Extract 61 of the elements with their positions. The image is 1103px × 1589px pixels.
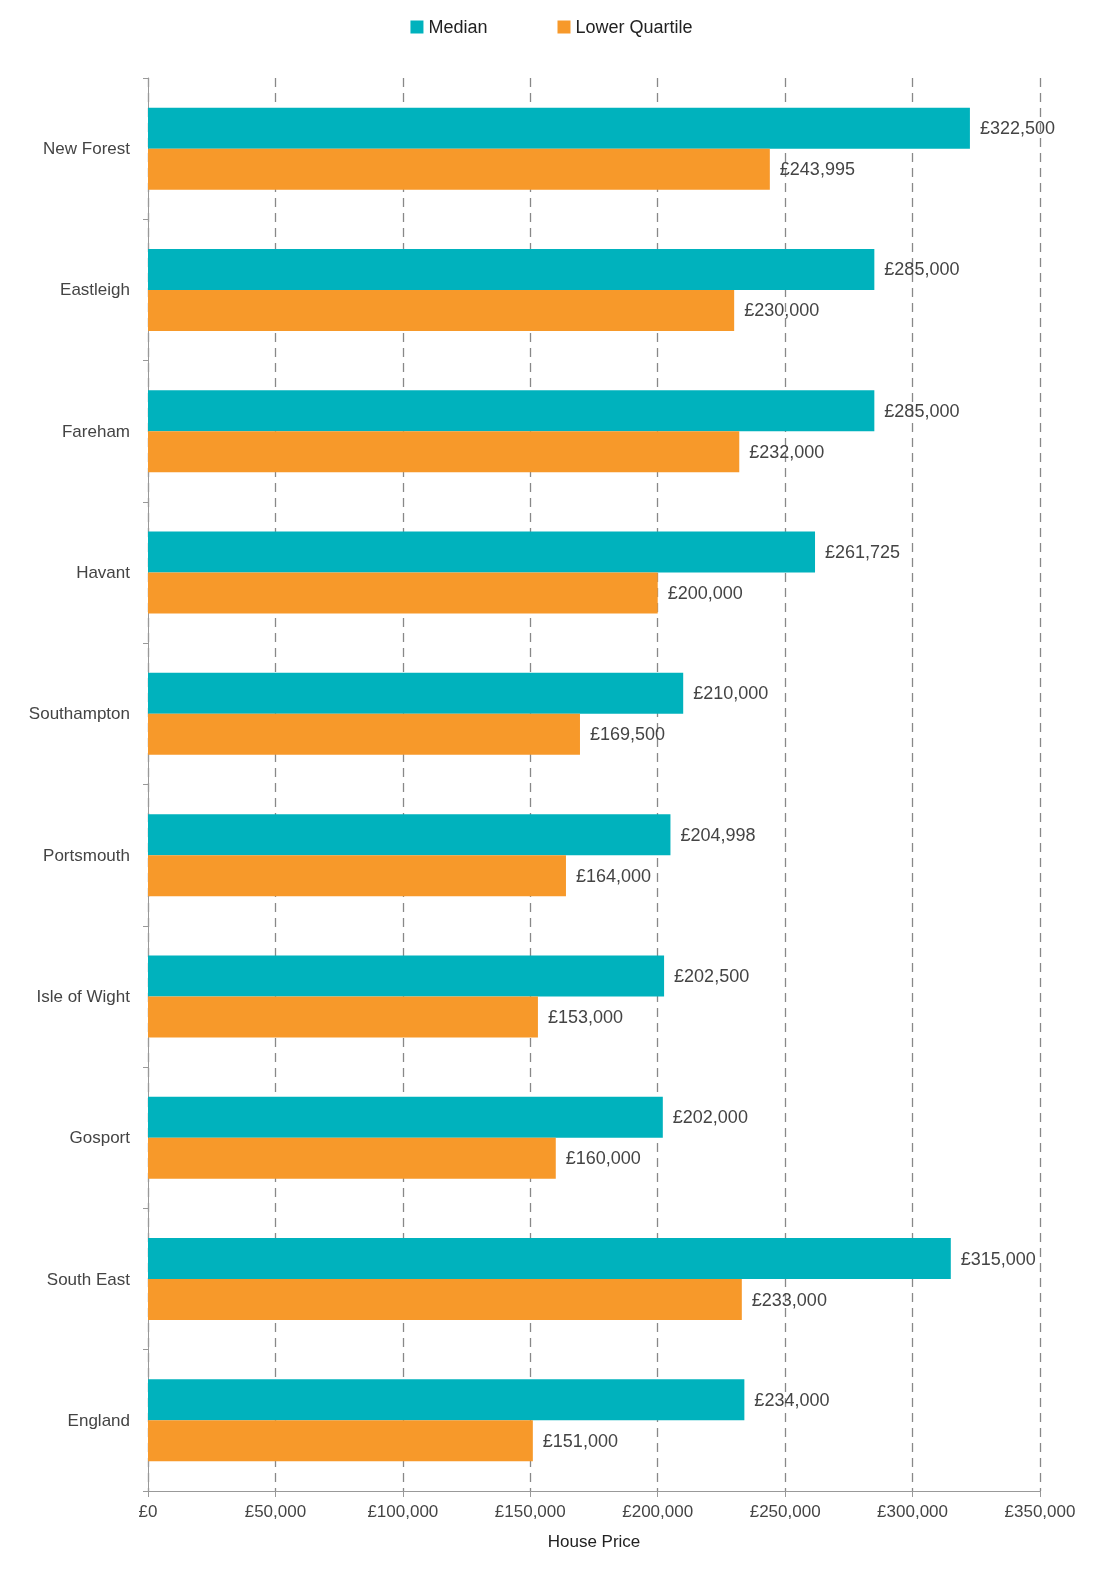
data-label: £315,000 [960, 1248, 1036, 1269]
y-tick-label: South East [46, 1269, 131, 1289]
data-label: £151,000 [542, 1430, 618, 1451]
data-label: £243,995 [779, 159, 855, 180]
bar [148, 1137, 556, 1179]
x-tick-label: £100,000 [367, 1502, 439, 1521]
bar [148, 390, 875, 432]
bar [148, 531, 816, 573]
bar [148, 855, 566, 897]
y-tick-label: Eastleigh [60, 280, 130, 300]
data-label: £232,000 [749, 441, 825, 462]
data-label: £285,000 [884, 400, 960, 421]
x-tick-label: £50,000 [244, 1502, 307, 1521]
x-axis-title: House Price [547, 1532, 641, 1551]
bar [148, 1279, 742, 1321]
data-label: £164,000 [575, 865, 652, 886]
y-tick-label: New Forest [43, 139, 131, 159]
data-label: £200,000 [667, 583, 743, 604]
data-label: £153,000 [547, 1006, 624, 1027]
data-label: £285,000 [884, 259, 960, 280]
x-tick-label: £0 [138, 1502, 158, 1521]
x-tick-label: £350,000 [1004, 1502, 1076, 1521]
data-label: £169,500 [589, 724, 666, 745]
bar [148, 713, 580, 755]
y-tick-label: Portsmouth [43, 845, 130, 865]
x-tick-label: £300,000 [877, 1502, 949, 1521]
bar [148, 1096, 663, 1138]
data-label: £202,000 [672, 1107, 748, 1128]
data-label: £202,500 [674, 965, 750, 986]
data-label: £261,725 [825, 542, 901, 563]
bar [148, 996, 538, 1038]
y-tick-label: England [67, 1410, 130, 1430]
x-tick-label: £150,000 [494, 1502, 566, 1521]
bar [148, 814, 671, 856]
data-label: £233,000 [751, 1289, 827, 1310]
bar [148, 672, 684, 714]
data-label: £234,000 [754, 1389, 830, 1410]
y-tick-label: Southampton [28, 704, 130, 724]
data-label: £160,000 [565, 1148, 641, 1169]
bar [148, 572, 658, 614]
data-label: £230,000 [744, 300, 820, 321]
bar [148, 289, 735, 331]
bar [148, 107, 970, 149]
y-tick-label: Isle of Wight [36, 986, 131, 1006]
legend-label: Median [428, 17, 488, 37]
y-tick-label: Fareham [61, 421, 130, 441]
x-tick-label: £200,000 [622, 1502, 694, 1521]
data-label: £210,000 [693, 683, 769, 704]
bar [148, 148, 770, 190]
data-label: £204,998 [680, 824, 756, 845]
bar [148, 248, 875, 290]
bar [148, 431, 740, 473]
bar [148, 955, 665, 997]
x-tick-label: £250,000 [749, 1502, 821, 1521]
legend-label: Lower Quartile [575, 17, 693, 37]
y-tick-label: Havant [76, 563, 131, 583]
bar [148, 1379, 745, 1421]
data-label: £322,500 [979, 118, 1055, 139]
y-tick-label: Gosport [69, 1128, 131, 1148]
bar [148, 1238, 951, 1280]
bar [148, 1420, 533, 1462]
